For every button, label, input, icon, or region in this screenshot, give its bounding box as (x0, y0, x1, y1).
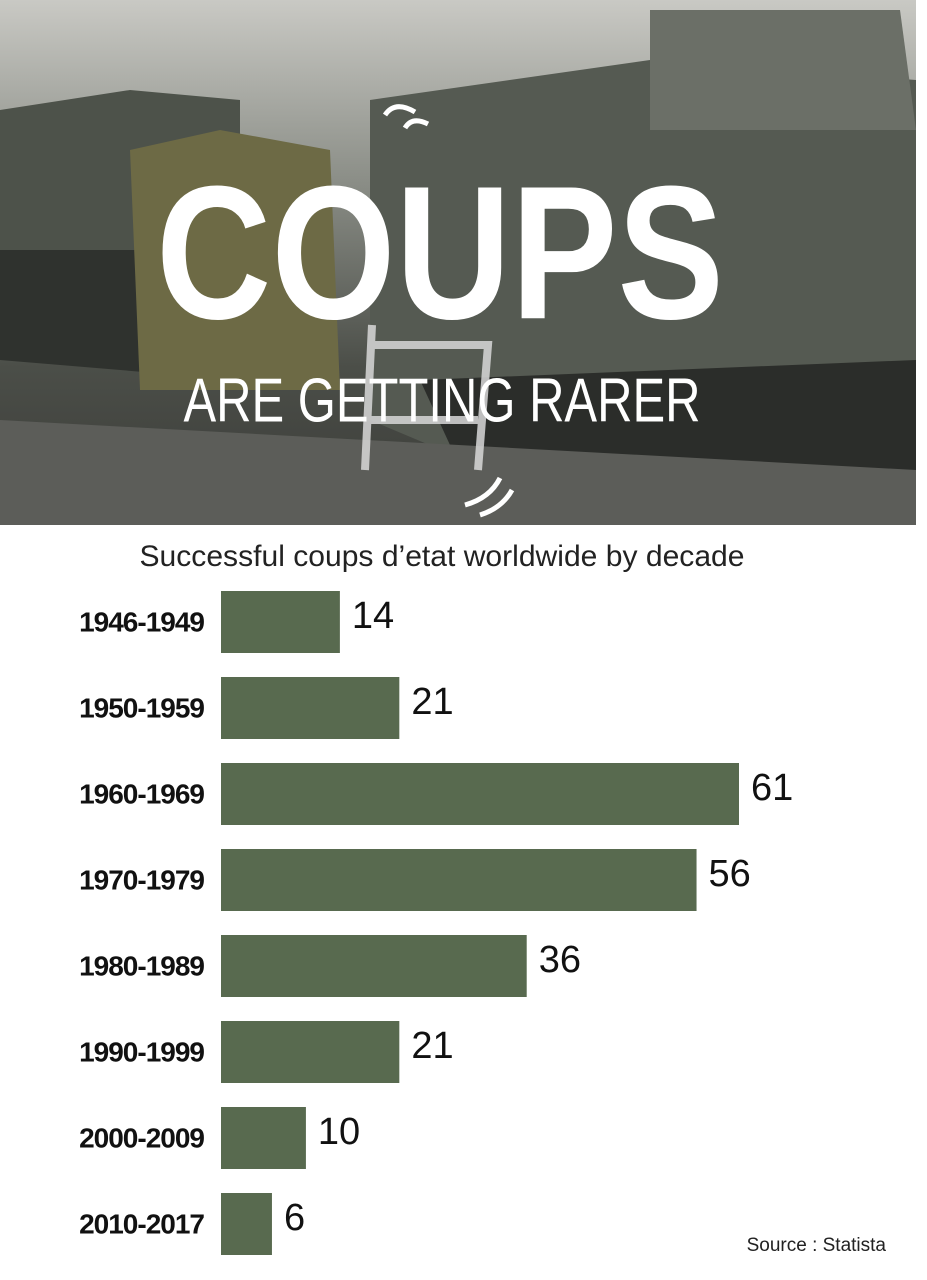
source: Source : Statista (747, 1235, 887, 1256)
plot: 1946-1949 14 1950-1959 21 1960-1969 61 1970-19… (79, 591, 793, 1255)
bar (221, 677, 400, 739)
value-label: 61 (751, 767, 793, 809)
value-label: 14 (352, 595, 394, 637)
category-label: 1946-1949 (79, 606, 204, 637)
header-photo (0, 0, 916, 525)
value-label: 6 (284, 1197, 305, 1239)
title: COUPS (156, 147, 724, 359)
bar (221, 1193, 272, 1255)
bar (221, 1107, 306, 1169)
category-label: 1960-1969 (79, 778, 204, 809)
bar (221, 763, 739, 825)
bar (221, 935, 527, 997)
bar (221, 591, 340, 653)
subtitle: ARE GETTING RARER (184, 366, 701, 435)
category-label: 1980-1989 (79, 950, 204, 981)
bar (221, 849, 697, 911)
category-label: 2010-2017 (79, 1208, 204, 1239)
value-label: 36 (539, 939, 581, 981)
value-label: 21 (411, 681, 453, 723)
value-label: 21 (411, 1025, 453, 1067)
category-label: 1950-1959 (79, 692, 204, 723)
bar (221, 1021, 400, 1083)
chart-title: Successful coups d’etat worldwide by dec… (140, 540, 745, 573)
category-label: 1970-1979 (79, 864, 204, 895)
category-label: 2000-2009 (79, 1122, 204, 1153)
value-label: 56 (709, 853, 751, 895)
category-label: 1990-1999 (79, 1036, 204, 1067)
value-label: 10 (318, 1111, 360, 1153)
